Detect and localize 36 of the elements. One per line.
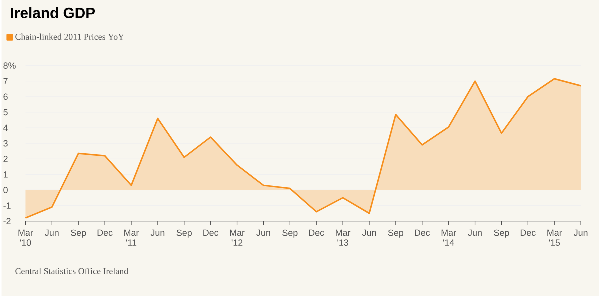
y-tick-label: -1 [4,202,11,209]
y-tick-label: 7 [4,78,8,84]
legend-label: Chain-linked 2011 Prices YoY [16,34,124,40]
x-tick-label: Jun [45,230,59,236]
y-tick-label: 1 [4,172,8,178]
x-tick-label: Jun [150,230,165,236]
y-tick-label: 2 [4,156,8,162]
x-tick-label: Mar '14 [442,230,456,246]
x-tick-label: Dec [520,230,536,236]
x-tick-label: Dec [309,230,324,236]
y-tick-label: 6 [4,94,8,100]
x-tick-label: Mar '11 [124,230,140,246]
x-tick-label: Jun [574,230,588,236]
y-tick-label: 8% [4,62,16,69]
y-tick-label: 3 [4,140,8,147]
x-tick-label: Sep [282,230,298,238]
y-tick-label: 0 [4,187,8,194]
x-tick-label: Mar '15 [548,230,562,246]
x-tick-label: Jun [468,230,482,236]
x-tick-label: Sep [176,230,192,238]
y-tick-label: 4 [4,124,8,132]
y-tick-label: -2 [4,218,11,224]
x-tick-label: Sep [388,230,404,238]
x-tick-label: Dec [204,230,219,236]
x-tick-label: Jun [256,230,270,236]
chart-title: Ireland GDP [11,7,96,18]
text: Central Statistics Office Ireland [16,268,128,274]
x-tick-label: Dec [415,230,430,236]
x-tick-label: Mar '12 [230,230,245,246]
x-tick-label: Mar '13 [336,230,351,246]
x-tick-label: Sep [71,230,86,238]
x-tick-label: Jun [362,230,376,236]
x-tick-label: Mar '10 [18,230,34,246]
x-tick-label: Dec [98,230,113,236]
y-tick-label: 5 [4,109,8,116]
x-tick-label: Sep [494,230,510,238]
